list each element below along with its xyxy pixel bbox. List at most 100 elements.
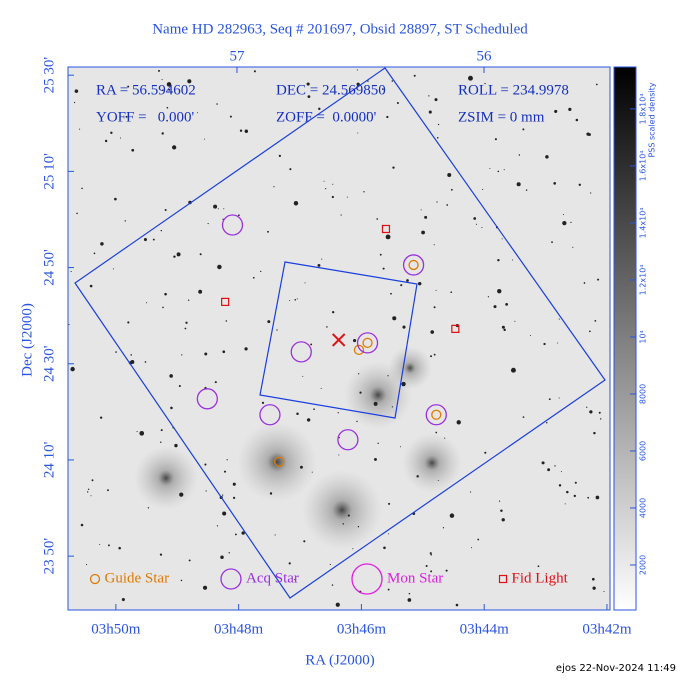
- background-star: [487, 296, 489, 298]
- background-star: [131, 148, 135, 152]
- background-star: [306, 418, 311, 422]
- background-star: [477, 538, 480, 541]
- background-star: [332, 183, 334, 185]
- background-star: [406, 279, 409, 282]
- background-star: [376, 218, 379, 220]
- background-star: [273, 186, 275, 188]
- background-star: [181, 354, 183, 356]
- background-star: [169, 374, 173, 378]
- background-star: [383, 546, 386, 550]
- background-star: [562, 220, 567, 226]
- y-tick-label: 25 30': [41, 57, 57, 94]
- colorbar-tick-label: 1.2x10⁴: [639, 265, 648, 296]
- background-star: [379, 253, 382, 256]
- nebula: [402, 433, 462, 493]
- background-star: [161, 132, 164, 135]
- background-star: [558, 397, 560, 399]
- colorbar-tick-label: 8000: [639, 384, 648, 404]
- point: [259, 404, 281, 426]
- background-star: [214, 381, 217, 384]
- background-star: [501, 238, 503, 240]
- background-star: [589, 410, 593, 414]
- background-star: [114, 197, 117, 201]
- background-star: [484, 451, 487, 454]
- background-star: [317, 263, 321, 267]
- background-star: [494, 138, 497, 141]
- background-star: [430, 355, 432, 358]
- background-star: [213, 204, 218, 209]
- background-star: [554, 109, 558, 113]
- background-star: [444, 437, 446, 439]
- background-star: [587, 496, 590, 499]
- y-tick-label: 24 50': [41, 249, 57, 286]
- background-star: [161, 89, 164, 92]
- background-star: [87, 488, 90, 491]
- background-star: [204, 138, 206, 140]
- background-star: [323, 180, 325, 182]
- colorbar-tick-label: 10⁴: [639, 330, 648, 343]
- background-star: [562, 214, 564, 216]
- background-star: [70, 366, 75, 372]
- background-star: [420, 209, 422, 211]
- background-star: [173, 255, 176, 258]
- star-field: [68, 69, 605, 607]
- background-star: [595, 495, 600, 500]
- background-star: [407, 598, 412, 602]
- background-star: [217, 208, 219, 210]
- background-star: [503, 328, 506, 332]
- background-star: [185, 321, 188, 324]
- background-star: [331, 195, 334, 199]
- chart-title: Name HD 282963, Seq # 201697, Obsid 2889…: [152, 21, 528, 37]
- legend-symbol: [351, 563, 383, 595]
- background-star: [188, 559, 191, 562]
- background-star: [232, 482, 236, 486]
- background-star: [99, 543, 101, 545]
- background-star: [253, 70, 256, 73]
- background-star: [558, 318, 560, 320]
- background-star: [525, 189, 528, 191]
- background-star: [357, 132, 359, 134]
- background-star: [276, 329, 278, 331]
- background-star: [274, 534, 276, 536]
- background-star: [434, 98, 438, 102]
- background-star: [180, 579, 183, 582]
- background-star: [320, 387, 322, 389]
- background-star: [278, 154, 281, 157]
- background-star: [100, 242, 104, 246]
- point: [451, 324, 460, 333]
- background-star: [595, 83, 598, 86]
- annotation: ZOFF = 0.0000': [276, 109, 377, 125]
- background-star: [416, 475, 419, 478]
- background-star: [387, 588, 390, 591]
- background-star: [400, 284, 403, 287]
- background-star: [91, 479, 94, 482]
- background-star: [391, 406, 393, 408]
- background-star: [234, 533, 237, 536]
- background-star: [428, 95, 430, 97]
- background-star: [470, 547, 473, 549]
- background-star: [226, 459, 228, 461]
- background-star: [489, 167, 491, 169]
- point: [362, 337, 373, 349]
- annotation: ROLL = 234.9978: [458, 82, 569, 98]
- acis-fov: [259, 261, 418, 419]
- background-star: [424, 215, 428, 219]
- x2-tick-label: 57: [229, 48, 245, 64]
- background-star: [159, 553, 163, 556]
- background-star: [81, 187, 83, 190]
- background-star: [435, 289, 437, 291]
- annotation: YOFF = 0.000': [96, 109, 195, 125]
- target: [331, 333, 346, 347]
- background-star: [70, 270, 72, 273]
- background-star: [385, 234, 391, 240]
- background-star: [347, 514, 350, 517]
- background-star: [325, 188, 327, 190]
- background-star: [176, 252, 181, 257]
- background-star: [294, 298, 297, 301]
- background-star: [340, 214, 342, 216]
- colorbar-tick-label: 6000: [639, 441, 648, 461]
- legend-label: Acq Star: [246, 570, 299, 586]
- background-star: [187, 299, 190, 301]
- background-star: [216, 103, 218, 105]
